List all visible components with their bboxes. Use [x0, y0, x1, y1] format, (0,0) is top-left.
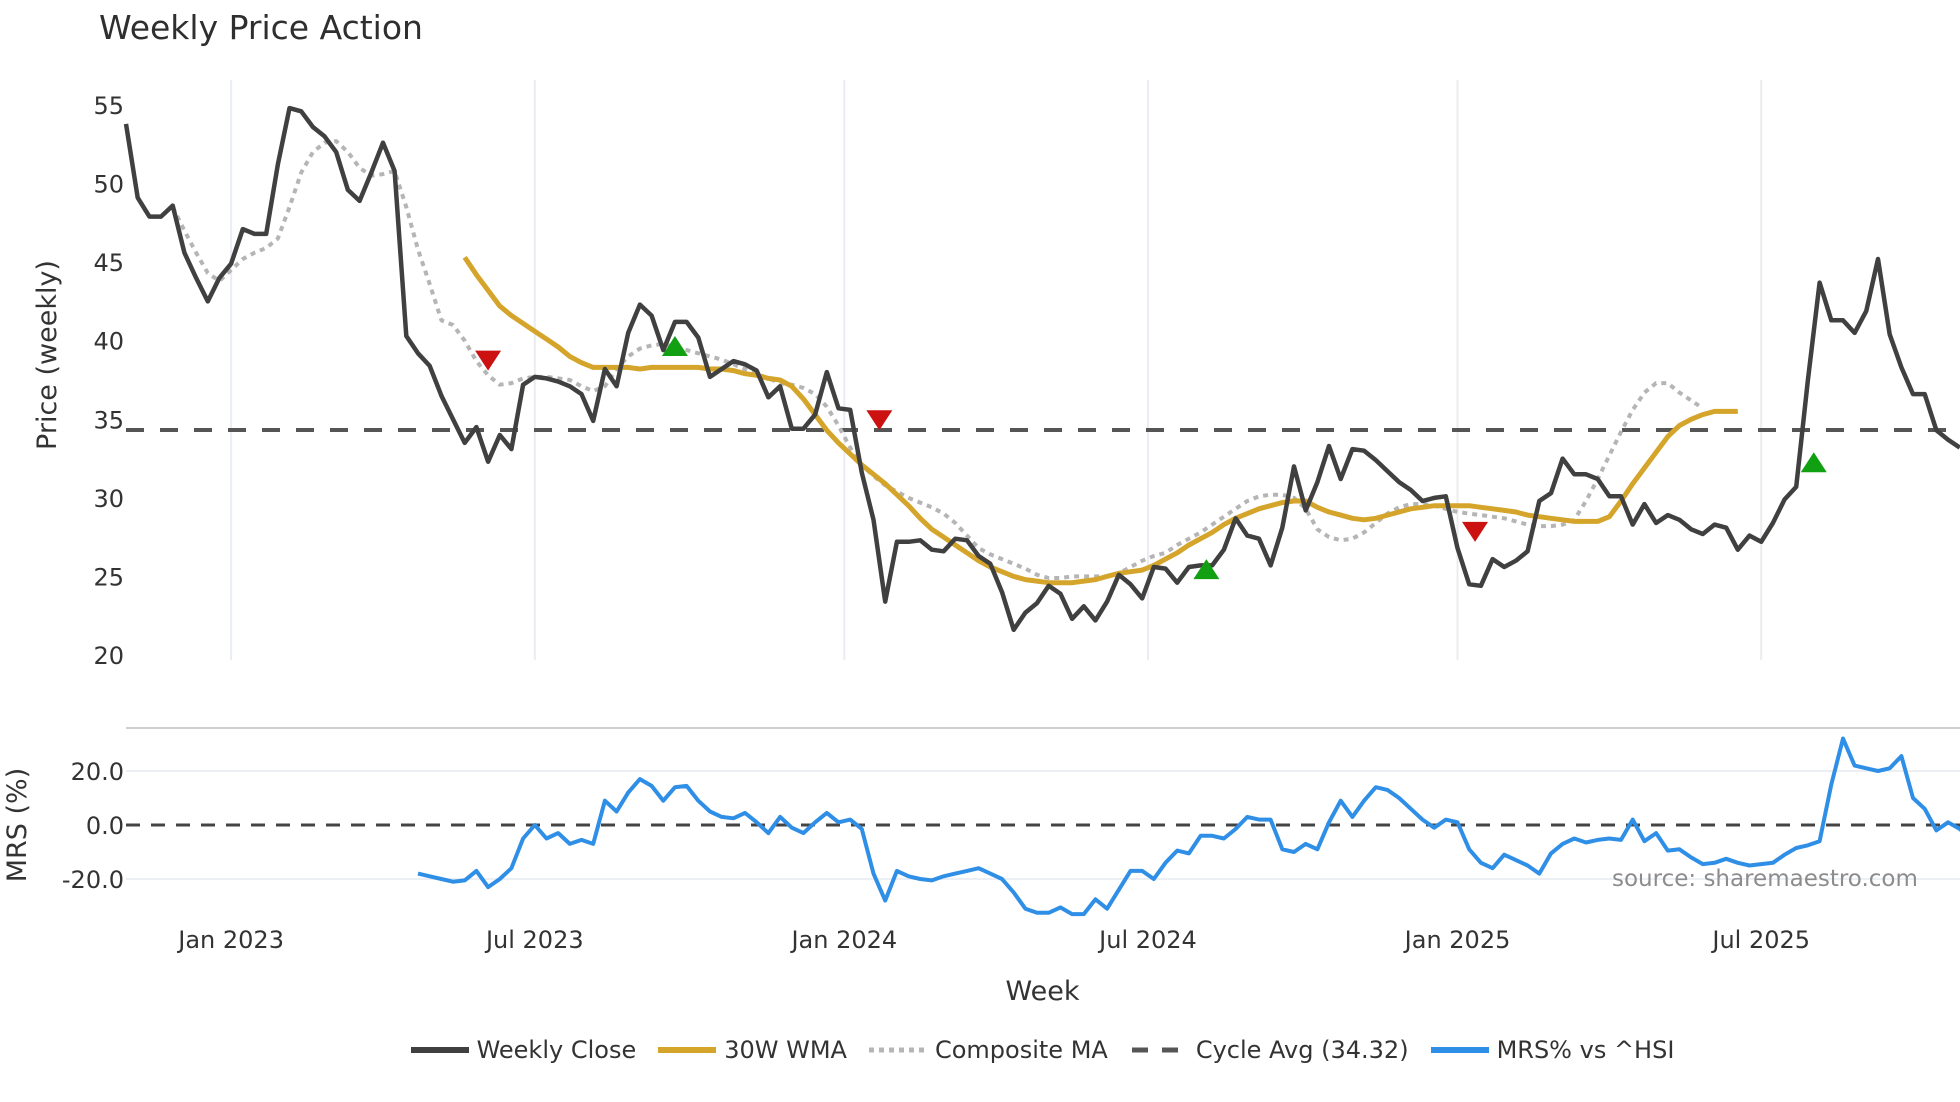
signal-markers: [475, 335, 1827, 580]
legend-composite-ma[interactable]: Composite MA: [868, 1036, 1108, 1064]
dashed-line-swatch-icon: [1131, 1047, 1188, 1053]
svg-text:-20.0: -20.0: [62, 866, 124, 894]
price-y-axis: 20 25 30 35 40 45 50 55: [93, 92, 124, 670]
svg-text:Jan 2023: Jan 2023: [176, 926, 284, 954]
svg-text:30: 30: [93, 485, 124, 513]
svg-text:Jan 2025: Jan 2025: [1403, 926, 1511, 954]
x-axis: Jan 2023 Jul 2023 Jan 2024 Jul 2024 Jan 2025…: [176, 926, 1810, 954]
svg-text:40: 40: [93, 328, 124, 356]
buy-signal-up-triangle-icon: [661, 335, 688, 356]
chart-title: Weekly Price Action: [99, 8, 423, 47]
legend: Weekly Close 30W WMA Composite MA Cycle …: [0, 1036, 1960, 1064]
svg-text:35: 35: [93, 406, 124, 434]
solid-line-swatch-icon: [658, 1047, 717, 1053]
svg-text:45: 45: [93, 249, 124, 277]
legend-mrs[interactable]: MRS% vs ^HSI: [1430, 1036, 1674, 1064]
solid-line-swatch-icon: [410, 1047, 469, 1053]
svg-text:0.0: 0.0: [86, 812, 124, 840]
legend-weekly-close[interactable]: Weekly Close: [410, 1036, 636, 1064]
svg-text:Jul 2024: Jul 2024: [1097, 926, 1197, 954]
sell-signal-down-triangle-icon: [1462, 521, 1489, 542]
mrs-y-axis: -20.0 0.0 20.0: [62, 758, 1960, 894]
legend-cycle-avg[interactable]: Cycle Avg (34.32): [1130, 1036, 1409, 1064]
sell-signal-down-triangle-icon: [475, 350, 502, 371]
x-axis-title: Week: [1005, 976, 1080, 1007]
svg-text:50: 50: [93, 171, 124, 199]
svg-text:Jul 2023: Jul 2023: [484, 926, 584, 954]
price-series: [123, 105, 1960, 633]
mrs-series: [126, 736, 1960, 917]
source-attribution: source: sharemaestro.com: [1612, 866, 1918, 892]
buy-signal-up-triangle-icon: [1193, 559, 1220, 580]
vertical-gridlines: [230, 80, 1763, 660]
svg-text:25: 25: [93, 563, 124, 591]
solid-line-swatch-icon: [1430, 1047, 1489, 1053]
legend-30w-wma[interactable]: 30W WMA: [658, 1036, 847, 1064]
svg-text:Jan 2024: Jan 2024: [789, 926, 897, 954]
buy-signal-up-triangle-icon: [1800, 452, 1827, 473]
price-axis-label: Price (weekly): [32, 260, 63, 450]
dotted-line-swatch-icon: [868, 1047, 927, 1053]
svg-text:Jul 2025: Jul 2025: [1710, 926, 1810, 954]
sell-signal-down-triangle-icon: [866, 410, 893, 431]
svg-text:20.0: 20.0: [71, 758, 124, 786]
svg-text:20: 20: [93, 642, 124, 670]
svg-text:55: 55: [93, 92, 124, 120]
mrs-axis-label: MRS (%): [2, 768, 33, 883]
